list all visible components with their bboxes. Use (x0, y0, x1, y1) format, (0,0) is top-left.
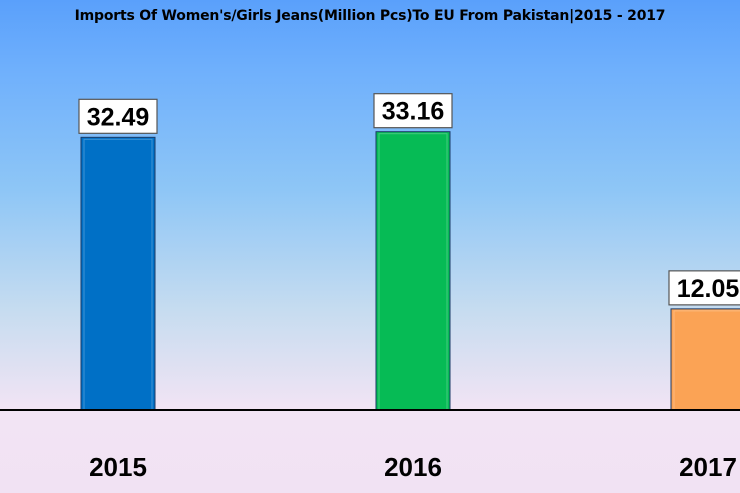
bar-2016 (375, 131, 451, 411)
data-label-2017: 12.05 (677, 275, 740, 303)
chart-title: Imports Of Women's/Girls Jeans(Million P… (74, 8, 666, 24)
data-label-box-2015 (78, 98, 158, 134)
data-label-box-2017 (668, 270, 740, 306)
bar-2017 (670, 308, 740, 411)
data-label-box-2016 (373, 93, 453, 129)
x-tick-label-2017: 2017 (679, 452, 737, 482)
data-label-2016: 33.16 (382, 98, 445, 126)
bar-2015 (80, 136, 156, 411)
x-tick-label-2015: 2015 (89, 452, 147, 482)
data-label-2015: 32.49 (87, 103, 150, 131)
x-tick-label-2016: 2016 (384, 452, 442, 482)
